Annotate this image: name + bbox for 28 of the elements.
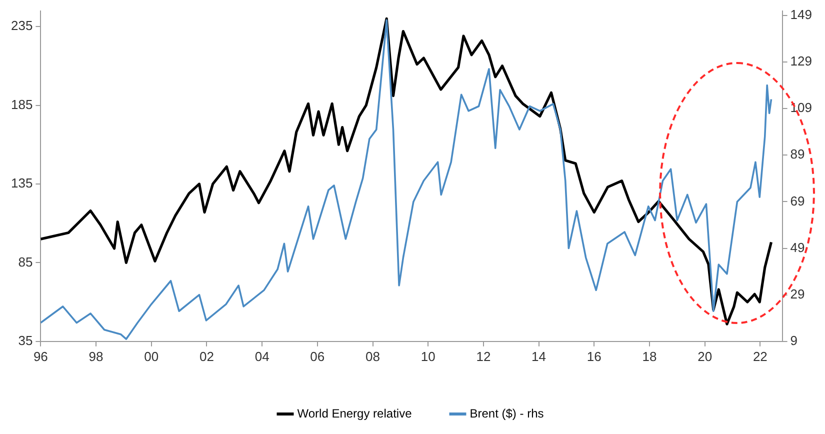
x-tick-label: 06 (310, 348, 325, 364)
x-tick-label: 10 (420, 348, 436, 364)
y2-tick-label: 9 (790, 332, 798, 348)
x-tick-label: 04 (254, 348, 270, 364)
x-tick-label: 18 (642, 348, 657, 364)
x-tick-label: 08 (366, 348, 380, 364)
y-tick-label: 35 (18, 332, 33, 348)
x-tick-label: 14 (532, 348, 546, 364)
y2-tick-label: 49 (790, 240, 805, 255)
x-tick-label: 96 (33, 348, 48, 364)
x-tick-label: 16 (586, 348, 602, 364)
x-tick-label: 98 (88, 348, 104, 364)
y-tick-label: 185 (10, 96, 33, 112)
y2-tick-label: 149 (790, 7, 812, 22)
y-tick-label: 85 (18, 254, 33, 270)
x-tick-label: 02 (199, 348, 214, 364)
x-tick-label: 12 (476, 348, 491, 364)
legend-label: Brent ($) - rhs (470, 406, 544, 420)
legend-label: World Energy relative (297, 406, 412, 420)
x-tick-label: 20 (698, 348, 712, 364)
y2-tick-label: 89 (790, 146, 805, 162)
x-tick-label: 22 (752, 348, 768, 364)
y2-tick-label: 29 (790, 286, 805, 302)
y2-tick-label: 129 (790, 54, 812, 69)
x-tick-label: 00 (144, 348, 159, 364)
y2-tick-label: 69 (790, 193, 805, 208)
y-tick-label: 235 (10, 18, 33, 34)
y-tick-label: 135 (10, 176, 33, 191)
